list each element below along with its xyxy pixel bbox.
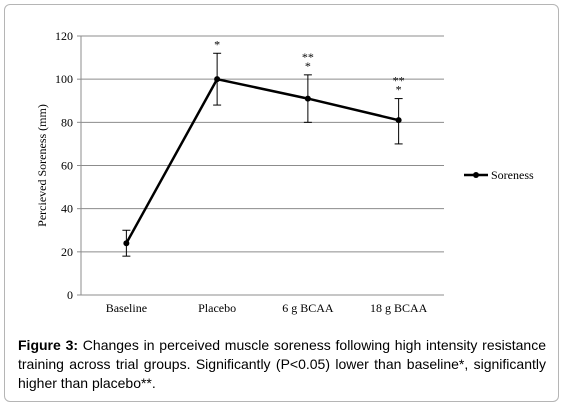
caption-text: Changes in perceived muscle soreness fol… bbox=[18, 337, 546, 391]
figure-frame bbox=[4, 4, 559, 402]
y-axis-title: Percieved Soreness (mm) bbox=[35, 104, 49, 227]
figure-caption: Figure 3: Changes in perceived muscle so… bbox=[18, 336, 546, 393]
y-tick-label-20: 20 bbox=[61, 245, 73, 259]
y-tick-label-60: 60 bbox=[61, 159, 73, 173]
x-tick-label-0: Baseline bbox=[106, 301, 147, 315]
y-tick-labels: 0 20 40 60 80 100 120 bbox=[55, 29, 73, 302]
annotation-3-1: * bbox=[396, 83, 402, 97]
data-point-3 bbox=[395, 117, 402, 124]
y-tick-label-100: 100 bbox=[55, 72, 73, 86]
y-tick-label-120: 120 bbox=[55, 29, 73, 43]
data-point-0 bbox=[123, 240, 130, 247]
series-line-0 bbox=[125, 77, 399, 244]
x-tick-label-3: 18 g BCAA bbox=[370, 301, 428, 315]
series-soreness: ******* bbox=[122, 37, 405, 257]
x-tick-label-2: 6 g BCAA bbox=[282, 301, 334, 315]
annotation-3-0: ** bbox=[393, 74, 405, 88]
y-tick-label-0: 0 bbox=[67, 288, 73, 302]
legend-label-soreness: Soreness bbox=[491, 168, 534, 182]
legend: Soreness bbox=[464, 168, 534, 182]
data-point-1 bbox=[214, 76, 221, 83]
annotation-2-1: * bbox=[305, 59, 311, 73]
caption-label: Figure 3: bbox=[18, 337, 79, 353]
gridlines bbox=[77, 35, 444, 296]
annotation-2-0: ** bbox=[302, 50, 314, 64]
annotation-1-0: * bbox=[214, 37, 220, 51]
x-tick-labels: Baseline Placebo 6 g BCAA 18 g BCAA bbox=[106, 301, 428, 315]
y-tick-label-40: 40 bbox=[61, 202, 73, 216]
legend-marker bbox=[473, 172, 479, 178]
line-chart: 0 20 40 60 80 100 120 Baseline Placebo 6 g BCAA 1… bbox=[35, 29, 534, 315]
x-tick-label-1: Placebo bbox=[198, 301, 236, 315]
y-tick-label-80: 80 bbox=[61, 115, 73, 129]
data-point-2 bbox=[304, 95, 311, 102]
